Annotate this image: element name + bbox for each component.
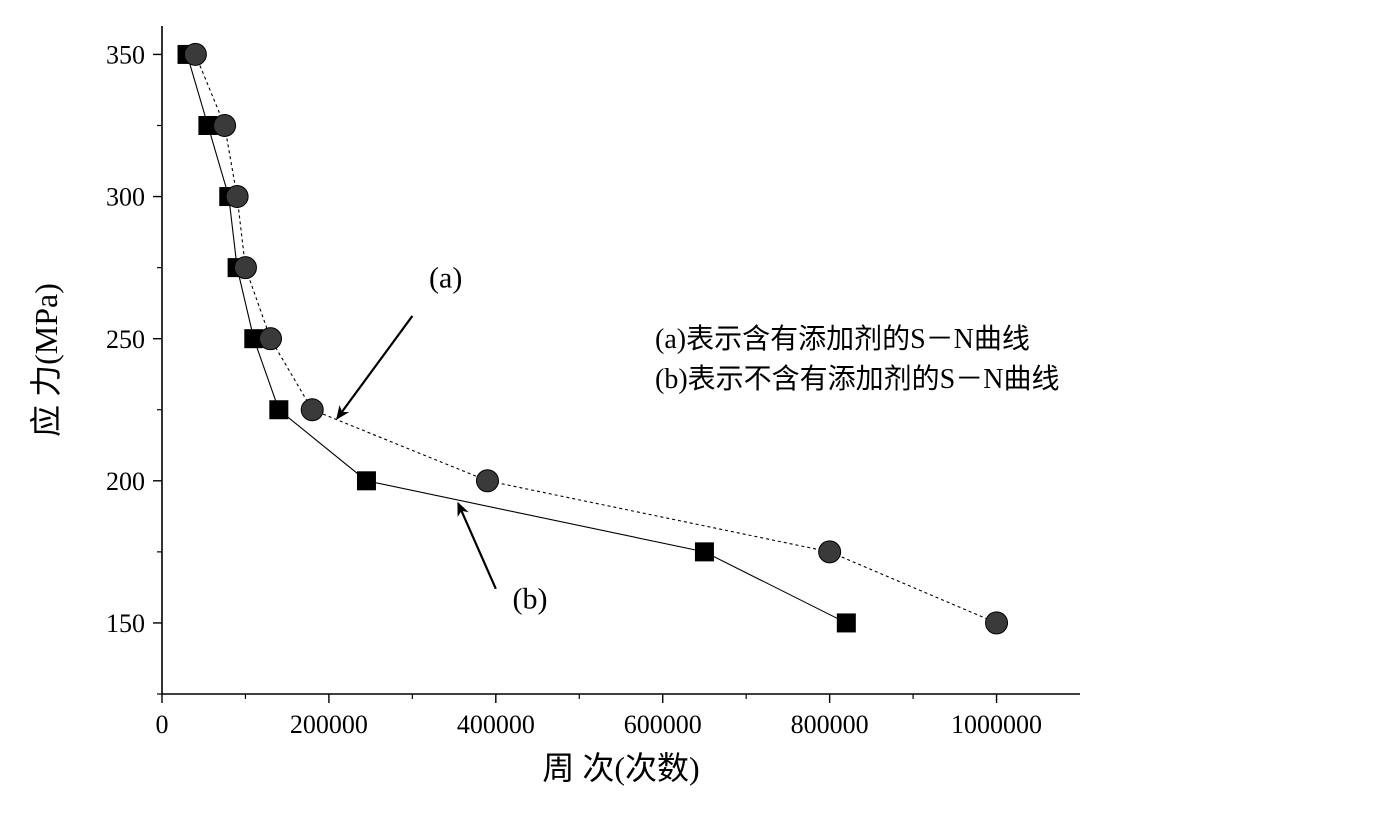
legend-item: (b)表示不含有添加剂的S－N曲线	[655, 363, 1059, 395]
marker-square	[357, 472, 375, 490]
x-tick-label: 200000	[290, 710, 368, 739]
sn-curve-chart: 0 200000 400000 600000 800000 1000000 150 200 25…	[0, 0, 1378, 825]
y-tick-label: 250	[106, 325, 145, 354]
y-tick-label: 150	[106, 609, 145, 638]
marker-circle	[819, 541, 841, 563]
annotation-label-annot-a: (a)	[429, 262, 462, 295]
x-axis-label: 周 次(次数)	[542, 750, 699, 786]
marker-circle	[259, 328, 281, 350]
marker-circle	[184, 43, 206, 65]
y-tick-label: 200	[106, 467, 145, 496]
x-tick-label: 1000000	[951, 710, 1042, 739]
x-tick-label: 600000	[624, 710, 702, 739]
marker-circle	[301, 399, 323, 421]
marker-square	[695, 543, 713, 561]
x-tick-label: 800000	[791, 710, 869, 739]
marker-circle	[986, 612, 1008, 634]
x-tick-label: 400000	[457, 710, 535, 739]
marker-square	[837, 614, 855, 632]
marker-circle	[214, 114, 236, 136]
y-axis-label: 应 力(MPa)	[28, 283, 64, 437]
legend-item: (a)表示含有添加剂的S－N曲线	[655, 323, 1030, 355]
marker-circle	[476, 470, 498, 492]
annotation-arrow	[337, 316, 412, 418]
annotation-label-annot-b: (b)	[513, 583, 548, 616]
y-tick-label: 300	[106, 183, 145, 212]
marker-circle	[226, 186, 248, 208]
annotation-arrow	[458, 504, 496, 589]
x-tick-label: 0	[156, 710, 169, 739]
y-tick-label: 350	[106, 41, 145, 70]
marker-square	[270, 401, 288, 419]
marker-circle	[234, 257, 256, 279]
